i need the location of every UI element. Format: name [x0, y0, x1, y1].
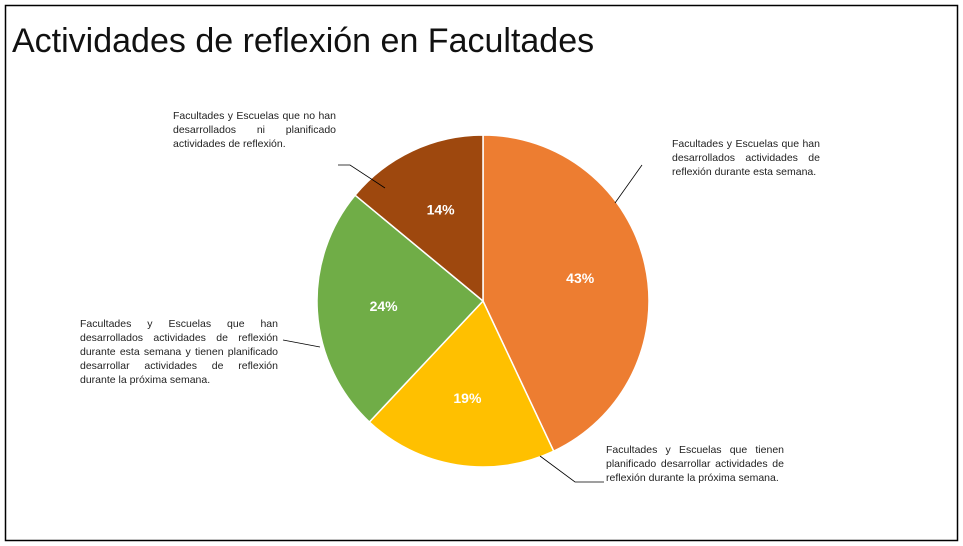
data-label: 19%: [453, 390, 482, 406]
pie: 43% 19% 24% 14%: [316, 134, 650, 468]
category-label: Facultades y Escuelas que han desarrolla…: [80, 318, 278, 386]
slide-border: [4, 4, 959, 542]
leader-line: [614, 164, 643, 204]
leader-line: [282, 339, 321, 348]
data-label: 14%: [427, 202, 456, 218]
data-label: 43%: [566, 270, 595, 286]
category-label: Facultades y Escuelas que no han desarro…: [173, 110, 336, 150]
category-label: Facultades y Escuelas que han desarrolla…: [672, 138, 820, 178]
data-label: 24%: [370, 298, 399, 314]
leader-line: [338, 164, 386, 189]
pie-slice: [368, 299, 555, 468]
pie-slice: [354, 134, 484, 303]
category-label: Facultades y Escuelas que tienen planifi…: [606, 444, 784, 484]
pie-slice: [482, 134, 650, 453]
pie-slice: [316, 194, 485, 424]
chart-title: Actividades de reflexión en Facultades: [12, 22, 595, 60]
leader-line: [539, 455, 604, 483]
